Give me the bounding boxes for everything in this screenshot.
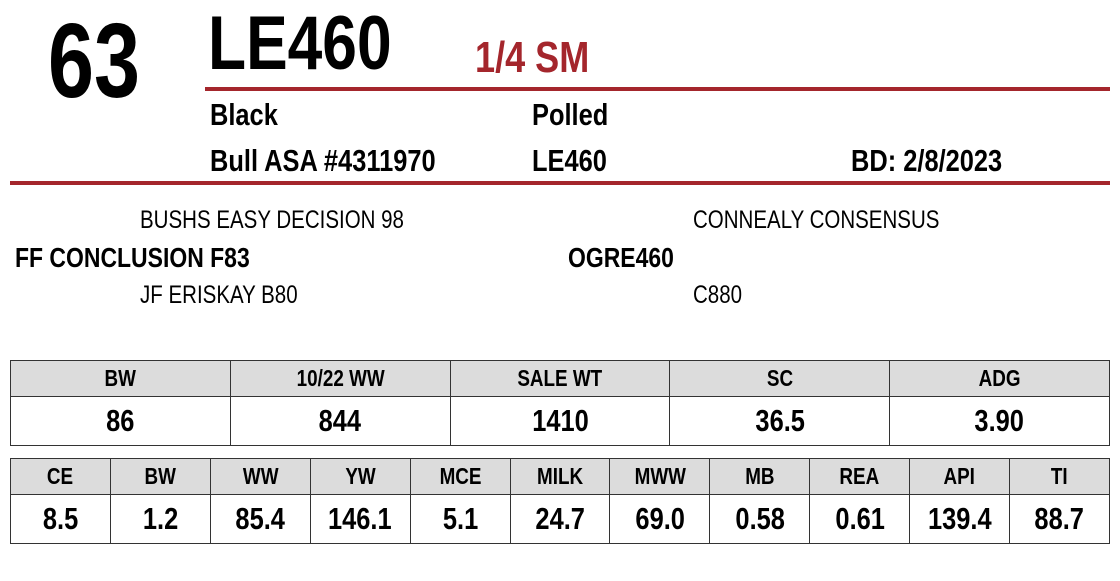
header-cell-text: BW (144, 463, 177, 489)
value-cell: 85.4 (209, 494, 311, 544)
horn-status: Polled (532, 97, 609, 132)
value-cell: 88.7 (1009, 494, 1110, 544)
header-cell-text: REA (839, 463, 880, 489)
value-cell-text: 69.0 (635, 501, 685, 536)
header-cell: YW (309, 458, 411, 495)
value-cell: 1.2 (109, 494, 211, 544)
value-cell-text: 24.7 (535, 501, 585, 536)
value-cell: 86 (10, 396, 231, 446)
header-cell: CE (10, 458, 111, 495)
header-cell-text: BW (104, 365, 137, 391)
value-cell-text: 0.61 (834, 501, 885, 536)
value-cell-text: 8.5 (42, 501, 79, 536)
tattoo: LE460 (532, 143, 607, 178)
dam-dam: C880 (693, 281, 743, 309)
divider (10, 181, 1110, 185)
birth-date: BD: 2/8/2023 (851, 143, 1003, 178)
value-cell: 36.5 (669, 396, 891, 446)
value-cell-text: 844 (318, 403, 362, 438)
value-cell: 24.7 (509, 494, 611, 544)
sire-dam: JF ERISKAY B80 (140, 281, 298, 309)
value-cell-text: 85.4 (235, 501, 286, 536)
sire-sire: BUSHS EASY DECISION 98 (140, 206, 404, 234)
header-row: CE BW WW YW MCE MILK MWW MB REA API TI (10, 458, 1110, 495)
value-cell: 5.1 (409, 494, 511, 544)
header-cell-text: MWW (634, 463, 686, 489)
value-cell: 3.90 (889, 396, 1110, 446)
value-cell-text: 5.1 (442, 501, 478, 536)
value-row: 8.5 1.2 85.4 146.1 5.1 24.7 69.0 0.58 0.61 139.4 8… (10, 494, 1110, 544)
header-cell: MCE (409, 458, 511, 495)
value-cell: 0.61 (809, 494, 911, 544)
breed-fraction: 1/4 SM (475, 33, 590, 82)
header-cell: TI (1009, 458, 1110, 495)
value-cell-text: 146.1 (328, 501, 392, 536)
header-cell-text: CE (47, 463, 74, 489)
dam: OGRE460 (568, 242, 674, 273)
value-cell: 0.58 (709, 494, 811, 544)
header-cell: SALE WT (449, 360, 671, 397)
header-cell-text: SALE WT (517, 365, 603, 391)
header-cell: BW (109, 458, 211, 495)
header-cell: BW (10, 360, 231, 397)
value-cell: 69.0 (609, 494, 711, 544)
registration: Bull ASA #4311970 (210, 143, 436, 178)
value-cell-text: 36.5 (755, 403, 805, 438)
header-cell-text: SC (766, 365, 793, 391)
divider (205, 87, 1110, 91)
header-cell-text: MCE (439, 463, 482, 489)
header-cell-text: ADG (978, 365, 1021, 391)
value-cell-text: 3.90 (974, 403, 1025, 438)
value-cell: 139.4 (909, 494, 1011, 544)
header-cell: MWW (609, 458, 711, 495)
epd-table: CE BW WW YW MCE MILK MWW MB REA API TI 8.5 1.2 85.4 14… (10, 458, 1110, 544)
header-cell: REA (809, 458, 911, 495)
lot-number: 63 (48, 2, 140, 120)
animal-name: LE460 (208, 1, 392, 86)
dam-sire: CONNEALY CONSENSUS (693, 206, 940, 234)
header-cell: 10/22 WW (229, 360, 451, 397)
value-cell-text: 139.4 (927, 501, 992, 536)
header-cell-text: MILK (536, 463, 584, 489)
value-cell-text: 1410 (531, 403, 589, 438)
header-cell: MILK (509, 458, 611, 495)
header-cell-text: TI (1051, 463, 1068, 489)
performance-table: BW 10/22 WW SALE WT SC ADG 86 844 1410 36.5 3.90 (10, 360, 1110, 446)
header-row: BW 10/22 WW SALE WT SC ADG (10, 360, 1110, 397)
value-cell: 146.1 (309, 494, 411, 544)
header-cell-text: MB (745, 463, 775, 489)
value-cell: 1410 (449, 396, 671, 446)
header-cell: ADG (889, 360, 1110, 397)
header-cell-text: 10/22 WW (296, 365, 385, 391)
value-cell-text: 1.2 (142, 501, 179, 536)
header-cell: MB (709, 458, 811, 495)
value-row: 86 844 1410 36.5 3.90 (10, 396, 1110, 446)
value-cell-text: 88.7 (1034, 501, 1085, 536)
header-cell-text: YW (344, 463, 376, 489)
value-cell: 8.5 (10, 494, 111, 544)
header-cell: API (909, 458, 1011, 495)
sire: FF CONCLUSION F83 (15, 242, 250, 273)
color: Black (210, 97, 278, 132)
value-cell-text: 0.58 (735, 501, 785, 536)
header-cell: WW (209, 458, 311, 495)
value-cell: 844 (229, 396, 451, 446)
header-cell-text: WW (242, 463, 279, 489)
header-cell: SC (669, 360, 891, 397)
header-cell-text: API (943, 463, 976, 489)
value-cell-text: 86 (106, 403, 135, 438)
